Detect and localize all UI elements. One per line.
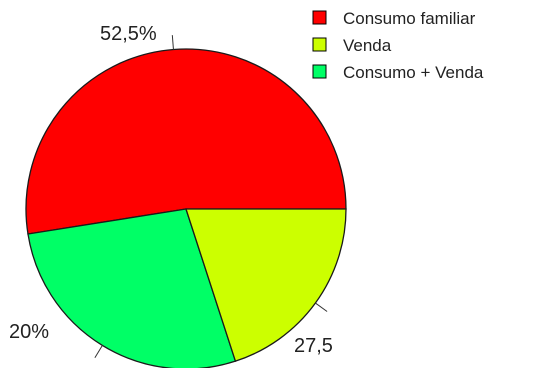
legend-swatch-consumo-familiar [312, 10, 327, 25]
legend-label-consumo-familiar: Consumo familiar [343, 9, 476, 28]
legend-label-consumo-venda: Consumo + Venda [343, 63, 484, 82]
pie-slice-consumo-familiar [25, 48, 347, 235]
legend-swatch-consumo-venda [312, 64, 327, 79]
leader-line-2 [315, 302, 328, 312]
pie-slices [25, 48, 347, 368]
leader-lines [94, 35, 328, 358]
legend-label-venda: Venda [343, 36, 392, 55]
legend: Consumo familiar Venda Consumo + Venda [312, 9, 484, 82]
leader-line-1 [94, 345, 103, 358]
slice-label-venda: 20% [9, 321, 49, 343]
legend-swatch-venda [312, 37, 327, 52]
slice-label-consumo-familiar: 52,5% [100, 23, 157, 45]
leader-line-0 [171, 35, 174, 50]
slice-label-consumo-venda: 27,5 [294, 335, 333, 357]
